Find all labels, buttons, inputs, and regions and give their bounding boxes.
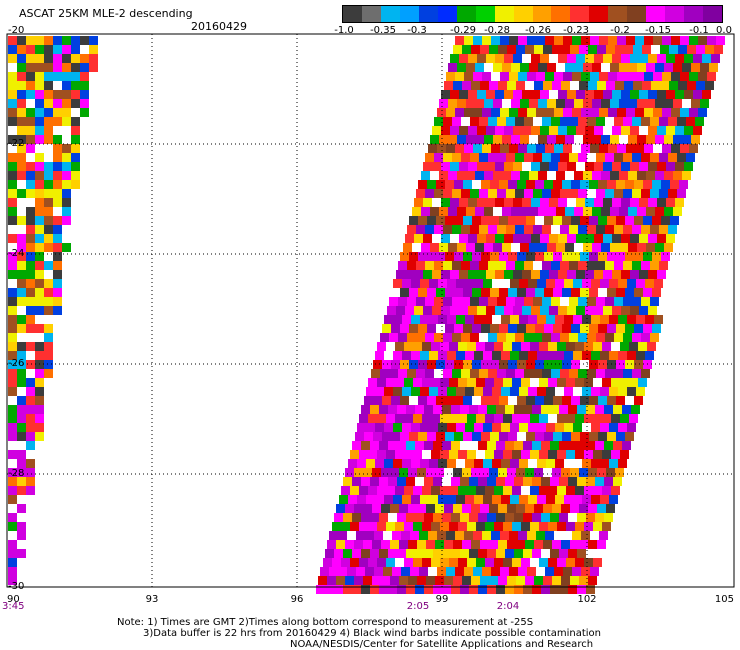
colorbar-segment (627, 6, 647, 22)
colorbar-label: -0.2 (610, 25, 630, 36)
map-frame (6, 33, 735, 588)
x-tick-label: 105 (715, 594, 734, 605)
colorbar-label: -0.1 (689, 25, 709, 36)
x-axis-ticks: 90 93 96 99 102 105 (7, 594, 734, 605)
colorbar-segment (703, 6, 723, 22)
map-title: ASCAT 25KM MLE-2 descending (19, 7, 193, 20)
colorbar-label: -0.3 (407, 25, 427, 36)
map-date: 20160429 (191, 20, 247, 33)
colorbar-labels: -1.0 -0.35 -0.3 -0.29 -0.28 -0.26 -0.23 -0.2 -0.… (330, 25, 732, 37)
colorbar-label: -0.35 (370, 25, 396, 36)
y-tick-label: -26 (8, 358, 24, 369)
colorbar-label: -0.26 (525, 25, 551, 36)
y-tick-label: -30 (8, 581, 24, 592)
colorbar-label: -0.29 (450, 25, 476, 36)
colorbar-label: -0.23 (563, 25, 589, 36)
time-label: 2:04 (497, 601, 519, 612)
swath-cells (8, 36, 725, 594)
colorbar-segment (570, 6, 590, 22)
note-line-2: 3)Data buffer is 22 hrs from 20160429 4)… (143, 628, 601, 639)
footnote: Note: 1) Times are GMT 2)Times along bot… (117, 617, 601, 650)
y-tick-label: -22 (8, 138, 24, 149)
colorbar-segment (418, 6, 438, 22)
colorbar-segment (380, 6, 400, 22)
colorbar-segment (437, 6, 457, 22)
colorbar-segment (646, 6, 666, 22)
note-line-3: NOAA/NESDIS/Center for Satellite Applica… (290, 639, 594, 650)
x-tick-label: 102 (577, 594, 596, 605)
time-labels: 3:45 2:05 2:04 (2, 601, 519, 612)
time-label: 3:45 (2, 601, 24, 612)
x-tick-label: 96 (291, 594, 304, 605)
y-tick-label: -20 (8, 25, 24, 36)
grid-lines (7, 34, 734, 587)
y-tick-label: -24 (8, 248, 24, 259)
colorbar-segment (456, 6, 476, 22)
colorbar-label: -0.28 (484, 25, 510, 36)
colorbar-label: 0.0 (716, 25, 732, 36)
colorbar-label: -1.0 (334, 25, 354, 36)
time-label: 2:05 (407, 601, 429, 612)
colorbar-label: -0.15 (645, 25, 671, 36)
colorbar-segment (361, 6, 381, 22)
colorbar-segment (399, 6, 419, 22)
colorbar-segment (608, 6, 628, 22)
colorbar-segment (513, 6, 533, 22)
x-tick-label: 93 (146, 594, 159, 605)
colorbar-segment (475, 6, 495, 22)
colorbar-segment (589, 6, 609, 22)
colorbar-segment (684, 6, 704, 22)
y-tick-label: -28 (8, 468, 24, 479)
note-line-1: Note: 1) Times are GMT 2)Times along bot… (117, 617, 534, 628)
x-tick-label: 90 (7, 594, 20, 605)
colorbar-segment (532, 6, 552, 22)
colorbar-segment (494, 6, 514, 22)
y-axis-ticks: -20 -22 -24 -26 -28 -30 (8, 25, 24, 592)
colorbar (342, 5, 723, 23)
colorbar-segment (343, 6, 362, 22)
colorbar-segment (665, 6, 685, 22)
colorbar-segment (551, 6, 571, 22)
x-tick-label: 99 (436, 594, 449, 605)
